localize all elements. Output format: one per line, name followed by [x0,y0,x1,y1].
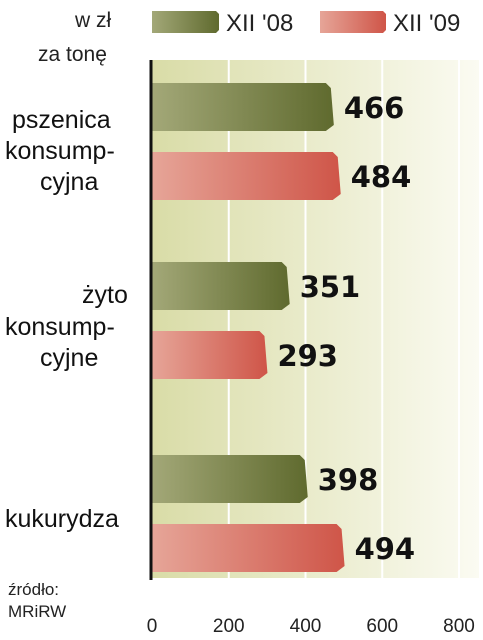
legend-swatch-xii-09 [320,11,386,33]
category-label-pszenica-2: konsump- [5,137,115,165]
x-axis-ticks: 0 200 400 600 800 [147,616,475,637]
source-value: MRiRW [8,602,66,621]
value-label-kukurydza-xii-08: 398 [318,463,379,497]
bar-kukurydza-xii-08 [152,455,308,503]
value-label-pszenica-xii-08: 466 [344,91,405,125]
value-labels: 466 484 351 293 398 494 [277,91,415,566]
value-label-kukurydza-xii-09: 494 [355,532,416,566]
category-label-pszenica-3: cyjna [40,168,98,196]
category-label-zyto-1: żyto [82,281,128,309]
bars [152,83,345,572]
value-label-zyto-xii-08: 351 [300,270,361,304]
x-tick-label-0: 0 [147,616,158,637]
category-labels: pszenica konsump- cyjna żyto konsump- cy… [5,106,128,533]
bar-zyto-xii-09 [152,331,268,379]
legend: XII '08 XII '09 [152,10,460,37]
category-label-zyto-2: konsump- [5,313,115,341]
category-label-kukurydza: kukurydza [5,505,119,533]
value-label-zyto-xii-09: 293 [277,339,338,373]
legend-swatch-xii-08 [152,11,219,33]
bar-zyto-xii-08 [152,262,290,310]
x-tick-label-800: 800 [443,616,475,637]
category-label-zyto-3: cyjne [40,344,98,372]
x-tick-label-400: 400 [290,616,322,637]
bar-pszenica-xii-09 [152,152,341,200]
value-label-pszenica-xii-09: 484 [351,160,412,194]
bar-kukurydza-xii-09 [152,524,345,572]
x-tick-label-200: 200 [213,616,245,637]
unit-label-line-1: w zł [74,9,112,32]
unit-label-line-2: za tonę [38,43,107,66]
category-label-pszenica-1: pszenica [12,106,111,134]
source-label: źródło: [8,580,59,599]
legend-label-xii-08: XII '08 [226,10,293,37]
bar-pszenica-xii-08 [152,83,334,131]
x-tick-label-600: 600 [366,616,398,637]
legend-label-xii-09: XII '09 [393,10,460,37]
